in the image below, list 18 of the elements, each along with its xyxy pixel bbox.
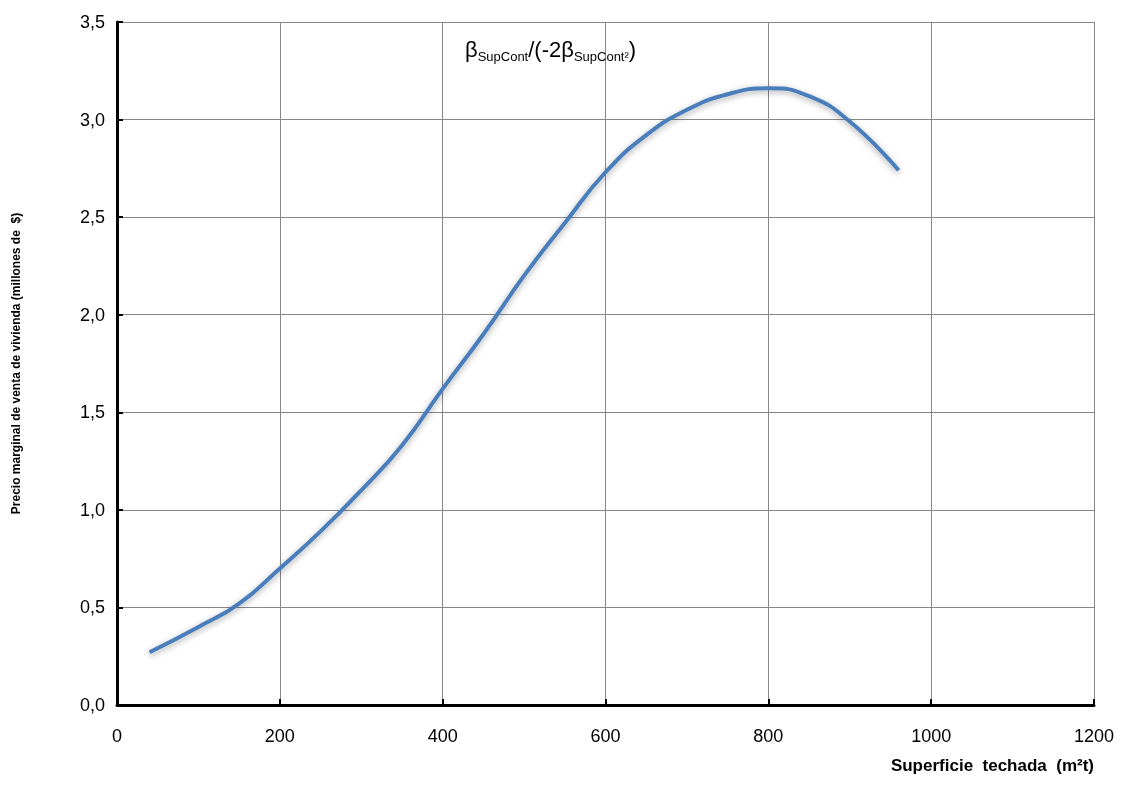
x-tick-label: 200 — [264, 726, 295, 746]
y-tick-label: 0,0 — [79, 695, 105, 715]
y-tick-label: 0,5 — [79, 597, 105, 618]
y-tick-label: 2,0 — [79, 304, 105, 325]
x-tick-label: 1000 — [911, 726, 952, 746]
x-tick-label: 400 — [427, 726, 458, 746]
y-tick-label: 3,0 — [79, 109, 105, 130]
x-tick-label: 800 — [753, 726, 784, 746]
y-tick-label: 1,0 — [79, 499, 105, 520]
line-series — [147, 86, 901, 655]
y-tick-label: 2,5 — [79, 207, 105, 228]
y-tick-label: 1,5 — [79, 402, 105, 423]
y-tick-label: 3,5 — [79, 12, 105, 32]
y-axis-title: Precio marginal de venta de vivienda (millones de $) — [9, 212, 23, 515]
x-axis-title: Superficie techada (m²t) — [890, 756, 1094, 775]
x-tick-label: 1200 — [1073, 726, 1115, 746]
x-tick-label: 0 — [111, 726, 123, 746]
x-tick-label: 600 — [590, 726, 621, 746]
